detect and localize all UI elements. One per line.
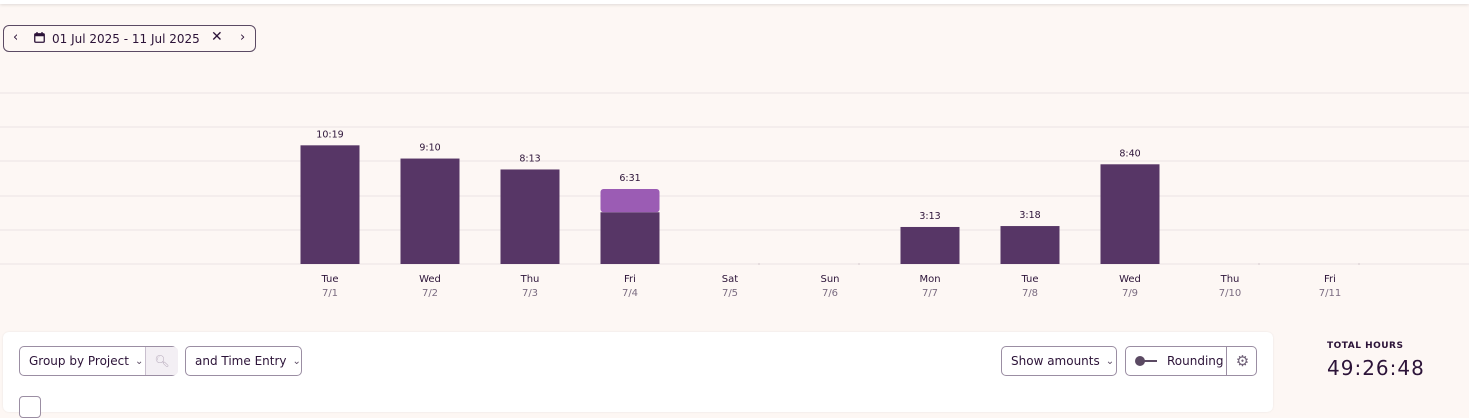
- x-tick-day: Sun: [820, 274, 839, 285]
- bar-7-7-s0[interactable]: [900, 226, 960, 264]
- toggle-switch[interactable]: [1135, 356, 1157, 366]
- bar-value-label: 10:19: [316, 129, 343, 140]
- chart-grid: [0, 92, 1469, 265]
- chart-x-labels: Tue 7/1 Wed 7/2 Thu 7/3 Fri 7/4 Sat 7/5 Sun 7/6 Mon 7…: [320, 274, 1341, 299]
- total-hours-label: TOTAL HOURS: [1327, 341, 1404, 351]
- chevron-down-icon: ⌄: [134, 355, 144, 367]
- x-tick-date: 7/11: [1319, 288, 1341, 299]
- x-tick-day: Mon: [919, 274, 940, 285]
- chart-bars: [300, 145, 1360, 265]
- x-tick-day: Thu: [520, 274, 540, 285]
- x-tick-day: Tue: [1020, 274, 1038, 285]
- rounding-label: Rounding: [1167, 354, 1224, 368]
- bar-7-8-s0[interactable]: [1000, 226, 1060, 264]
- bar-7-4-s1[interactable]: [600, 189, 660, 213]
- bar-7-2-s0[interactable]: [400, 158, 460, 264]
- chevron-down-icon: ⌄: [1105, 355, 1115, 367]
- x-tick-date: 7/6: [822, 288, 838, 299]
- x-tick-date: 7/10: [1219, 288, 1241, 299]
- daily-hours-bar-chart: 10:19 9:10 8:13 6:31 3:13 3:18 8:40 Tue 7/1 Wed 7…: [0, 92, 1469, 299]
- bar-value-label: 8:13: [519, 153, 540, 164]
- top-bar: [0, 0, 1469, 4]
- date-range-picker[interactable]: ‹ 01 Jul 2025 - 11 Jul 2025 ✕ ›: [3, 25, 256, 52]
- x-tick-date: 7/5: [722, 288, 738, 299]
- x-tick-day: Thu: [1220, 274, 1240, 285]
- bar-7-1-s0[interactable]: [300, 145, 360, 264]
- chevron-left-icon[interactable]: ‹: [13, 30, 19, 45]
- search-icon[interactable]: 🔍︎: [145, 347, 178, 375]
- x-tick-date: 7/9: [1122, 288, 1138, 299]
- rounding-toggle-button[interactable]: Rounding ⚙: [1125, 346, 1257, 376]
- group-by-label: Group by Project: [29, 354, 129, 368]
- chart-bar-labels: 10:19 9:10 8:13 6:31 3:13 3:18 8:40: [316, 129, 1140, 222]
- show-amounts-dropdown[interactable]: Show amounts ⌄: [1001, 346, 1117, 376]
- chevron-down-icon: ⌄: [292, 355, 301, 367]
- group-by-project-dropdown[interactable]: Group by Project ⌄ 🔍︎: [19, 346, 178, 376]
- total-hours-value: 49:26:48: [1327, 356, 1425, 380]
- x-tick-day: Sat: [722, 274, 738, 285]
- x-tick-day: Fri: [1324, 274, 1336, 285]
- x-tick-date: 7/2: [422, 288, 438, 299]
- x-tick-day: Wed: [419, 274, 441, 285]
- bar-7-9-s0[interactable]: [1100, 164, 1160, 264]
- bar-value-label: 3:13: [919, 211, 940, 222]
- bar-value-label: 6:31: [619, 173, 640, 184]
- bar-7-4-s0[interactable]: [600, 212, 660, 264]
- close-icon[interactable]: ✕: [211, 29, 223, 45]
- bar-value-label: 8:40: [1119, 148, 1140, 159]
- x-tick-day: Tue: [320, 274, 338, 285]
- calendar-icon: [34, 32, 45, 43]
- x-tick-date: 7/3: [522, 288, 538, 299]
- gear-icon[interactable]: ⚙: [1226, 347, 1258, 375]
- x-tick-date: 7/1: [322, 288, 338, 299]
- select-all-checkbox[interactable]: [19, 396, 41, 418]
- x-tick-date: 7/8: [1022, 288, 1038, 299]
- bar-value-label: 3:18: [1019, 210, 1040, 221]
- bar-7-3-s0[interactable]: [500, 169, 560, 264]
- x-tick-date: 7/7: [922, 288, 938, 299]
- x-tick-day: Fri: [624, 274, 636, 285]
- x-tick-date: 7/4: [622, 288, 638, 299]
- bar-value-label: 9:10: [419, 143, 440, 154]
- date-range-text: 01 Jul 2025 - 11 Jul 2025: [52, 32, 200, 46]
- time-entry-dropdown[interactable]: and Time Entry ⌄: [185, 346, 302, 376]
- chevron-right-icon[interactable]: ›: [240, 30, 246, 45]
- time-entry-label: and Time Entry: [195, 354, 287, 368]
- report-toolbar-panel: Group by Project ⌄ 🔍︎ and Time Entry ⌄ S…: [3, 332, 1273, 418]
- x-tick-day: Wed: [1119, 274, 1141, 285]
- show-amounts-label: Show amounts: [1011, 354, 1100, 368]
